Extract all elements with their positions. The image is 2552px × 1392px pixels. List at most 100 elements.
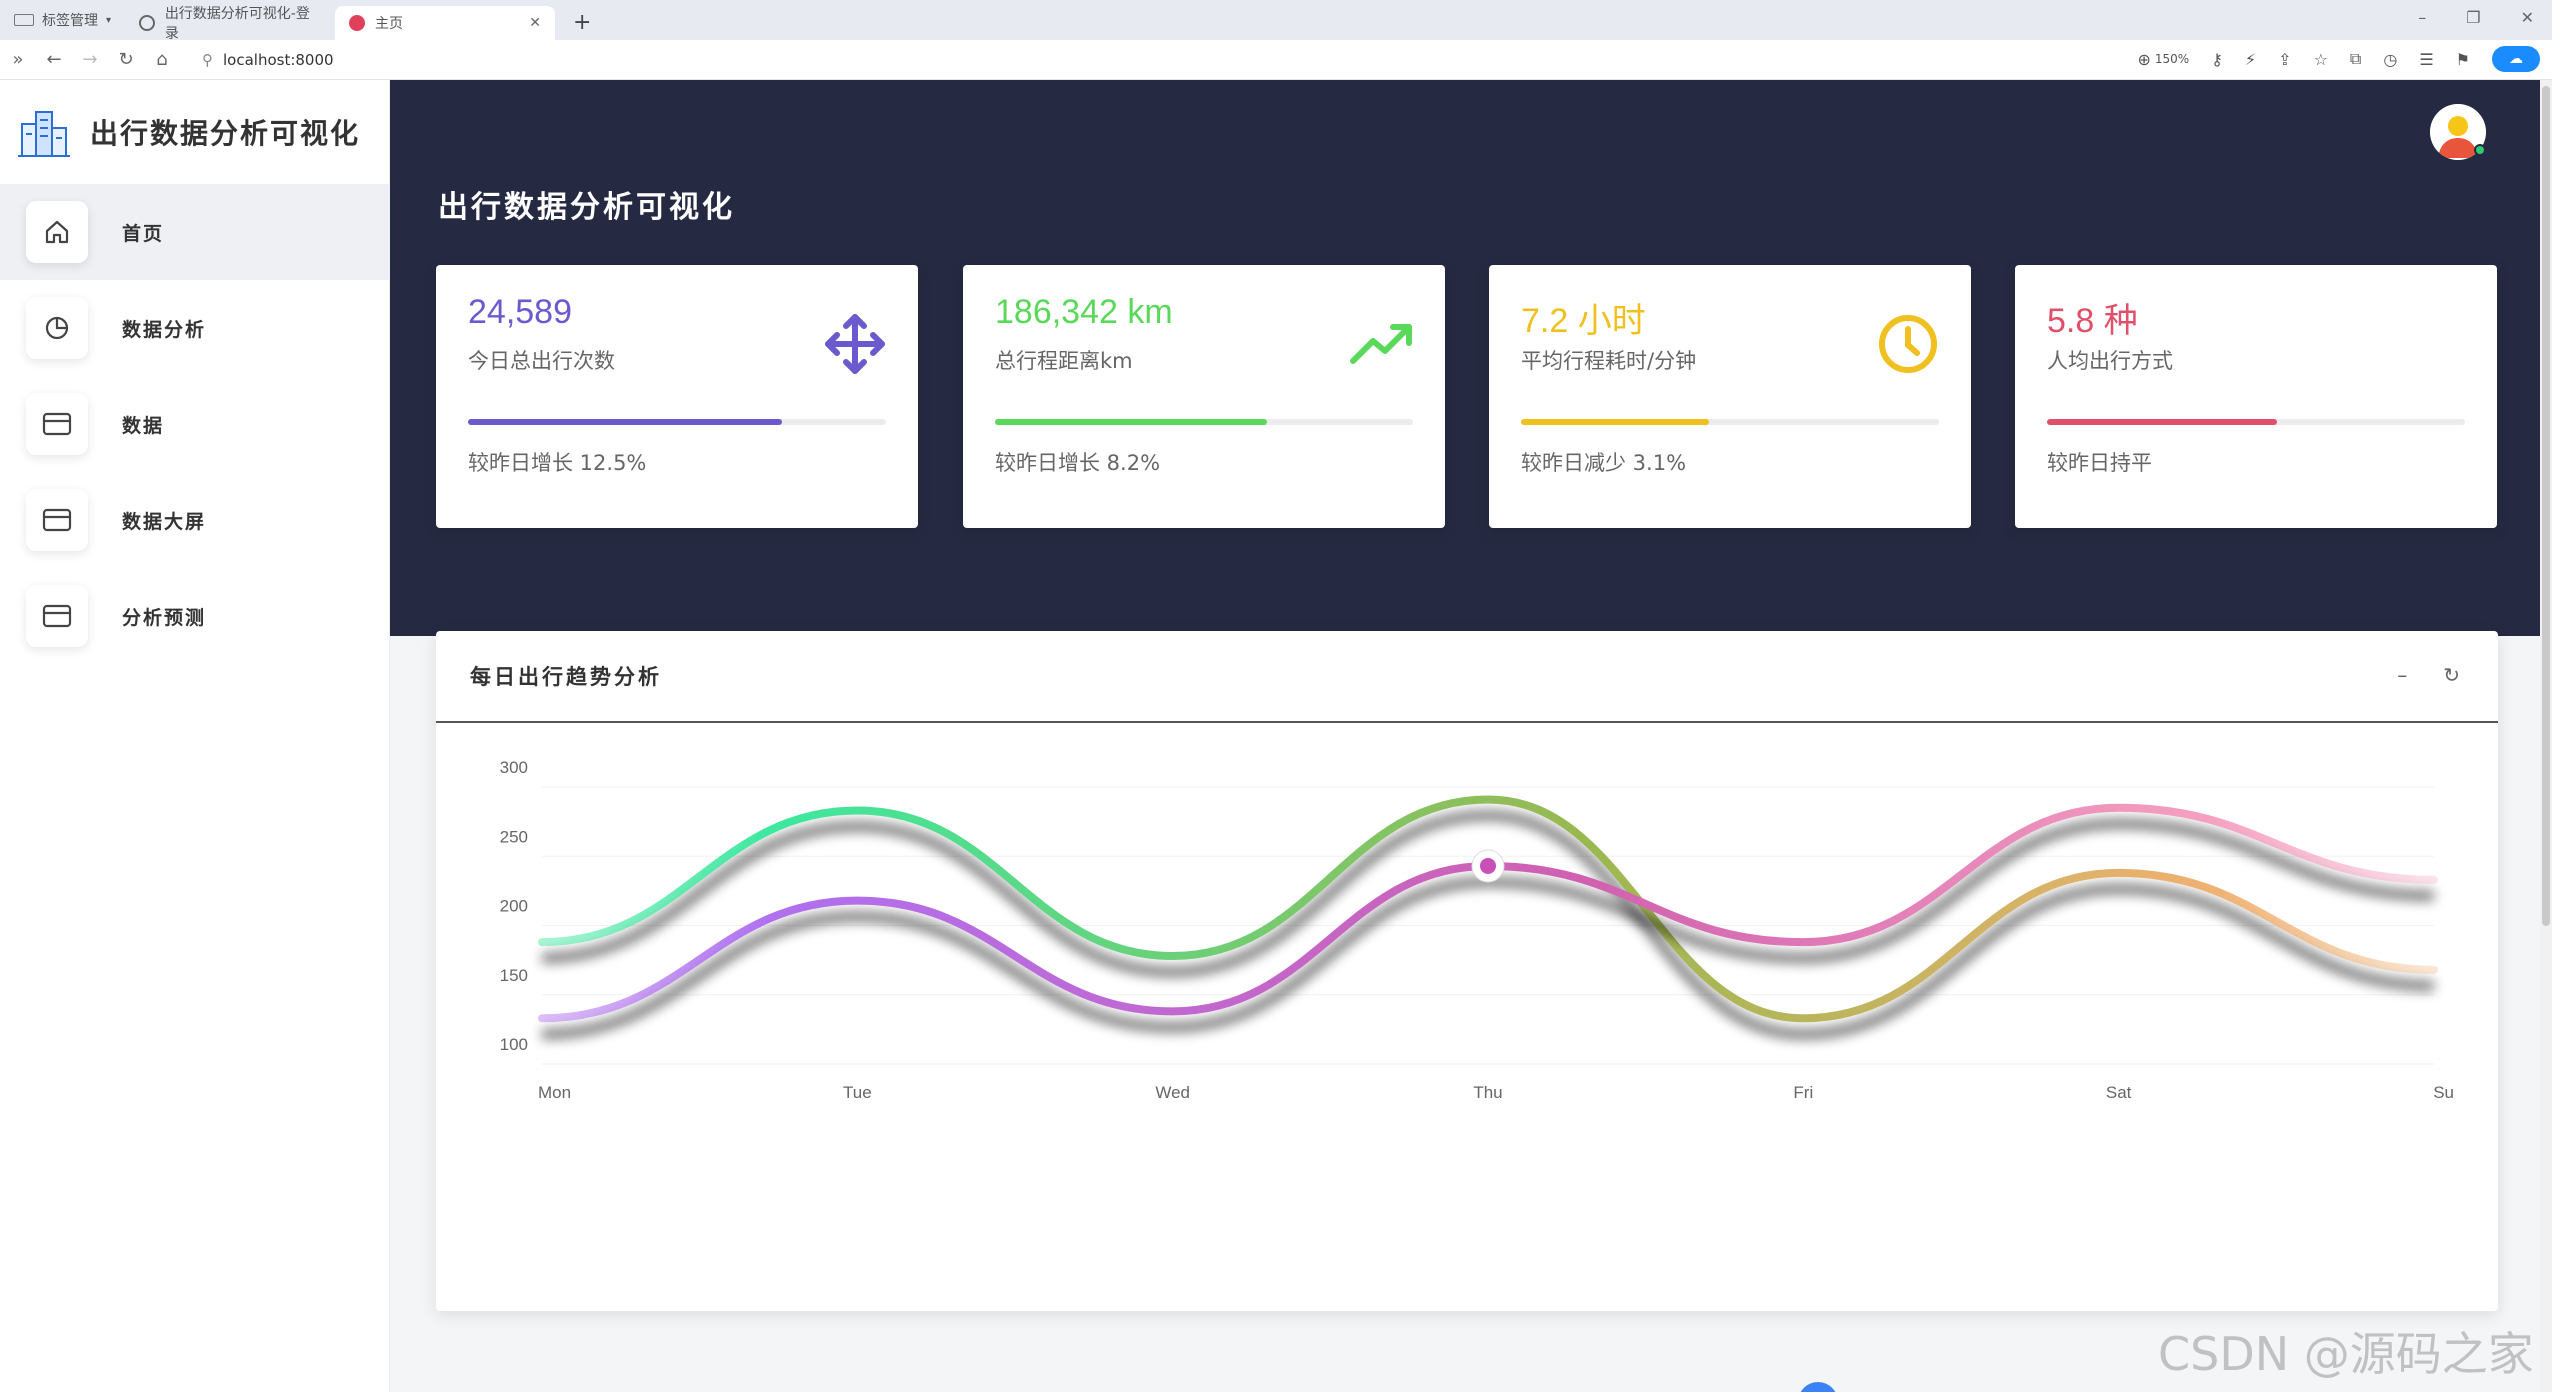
minimize-icon[interactable]: –	[2397, 663, 2408, 687]
lightning-icon[interactable]: ⚡	[2244, 49, 2257, 69]
menu-icon[interactable]: ☰	[2419, 49, 2434, 69]
address-bar: » ← → ↻ ⌂ ⚲ localhost:8000 ⊕ 150% ⚷ ⚡ ⇪ …	[0, 40, 2552, 80]
extensions-icon[interactable]: ⧉	[2349, 49, 2362, 68]
sidebar: 出行数据分析可视化 首页 数据分析 数据 数据大屏 分析预测	[0, 80, 390, 1392]
card-icon	[26, 489, 88, 551]
sidebar-item-label: 数据大屏	[122, 510, 207, 533]
x-tick-label: Wed	[1155, 1083, 1190, 1102]
y-tick-label: 150	[500, 966, 528, 985]
brand: 出行数据分析可视化	[0, 80, 389, 184]
globe-icon	[139, 15, 155, 31]
refresh-icon[interactable]: ↻	[2443, 663, 2460, 687]
brand-title: 出行数据分析可视化	[90, 117, 361, 150]
sidebar-item-home[interactable]: 首页	[0, 184, 389, 280]
page-scrollbar[interactable]	[2540, 80, 2552, 1392]
url-field[interactable]: ⚲ localhost:8000	[192, 45, 2072, 75]
series-line[interactable]	[538, 803, 2438, 1023]
move-arrows-icon	[825, 314, 885, 374]
tab-home[interactable]: 主页 ✕	[335, 6, 556, 40]
series-line[interactable]	[538, 795, 2438, 1023]
stat-label: 人均出行方式	[2047, 349, 2173, 373]
tab-login[interactable]: 出行数据分析可视化-登录	[125, 6, 335, 42]
search-icon: ⚲	[202, 50, 213, 69]
x-tick-label: Su	[2433, 1083, 2454, 1102]
stat-note: 较昨日持平	[2047, 451, 2152, 475]
stat-note: 较昨日增长 12.5%	[468, 451, 647, 475]
sidebar-item-data-analysis[interactable]: 数据分析	[0, 280, 389, 376]
card-icon	[26, 585, 88, 647]
page-title: 出行数据分析可视化	[438, 190, 735, 225]
stat-progress-fill	[1521, 419, 1710, 425]
x-tick-label: Tue	[843, 1083, 872, 1102]
star-icon[interactable]: ☆	[2313, 49, 2328, 69]
user-avatar-icon	[2430, 104, 2486, 160]
home-browser-icon[interactable]: ⌂	[156, 49, 168, 70]
home-icon	[26, 201, 88, 263]
key-icon[interactable]: ⚷	[2211, 49, 2223, 69]
sidebar-item-data[interactable]: 数据	[0, 376, 389, 472]
new-tab-button[interactable]: +	[573, 9, 592, 35]
city-buildings-icon	[18, 111, 70, 157]
stat-value: 24,589	[468, 293, 572, 331]
trend-chart-panel: 每日出行趋势分析 – ↻ 100 150 200 250 300 Mon Tue Wed Thu…	[436, 631, 2498, 1311]
url-text: localhost:8000	[223, 50, 334, 69]
history-icon[interactable]: ◷	[2383, 49, 2398, 69]
watermark: CSDN @源码之家	[2158, 1327, 2534, 1381]
stat-value: 5.8 种	[2047, 302, 2138, 340]
stat-card-distance: 186,342 km 总行程距离km 较昨日增长 8.2%	[963, 265, 1445, 528]
scrollbar-thumb[interactable]	[2542, 86, 2550, 926]
y-tick-label: 250	[500, 827, 528, 846]
y-tick-label: 100	[500, 1035, 528, 1054]
sidebar-item-label: 分析预测	[122, 606, 207, 629]
tab-group-button[interactable]: 标签管理 ▾	[0, 0, 125, 40]
stat-card-modes: 5.8 种 人均出行方式 较昨日持平	[2015, 265, 2497, 528]
stat-progress-fill	[2047, 419, 2277, 425]
sidebar-item-big-screen[interactable]: 数据大屏	[0, 472, 389, 568]
close-tab-icon[interactable]: ✕	[529, 15, 542, 31]
stat-value: 186,342 km	[995, 293, 1173, 331]
minimize-window-icon[interactable]: –	[2418, 8, 2427, 27]
stat-note: 较昨日减少 3.1%	[1521, 451, 1687, 475]
stat-label: 今日总出行次数	[468, 349, 615, 373]
stat-label: 平均行程耗时/分钟	[1521, 349, 1697, 373]
close-window-icon[interactable]: ✕	[2520, 8, 2534, 27]
tab-title: 主页	[375, 16, 404, 32]
tab-group-label: 标签管理	[42, 13, 98, 29]
x-tick-label: Fri	[1793, 1083, 1813, 1102]
share-icon[interactable]: ⇪	[2278, 49, 2292, 69]
online-status-dot	[2474, 144, 2486, 156]
trending-up-icon	[1350, 324, 1412, 364]
restore-window-icon[interactable]: ❐	[2466, 8, 2481, 27]
chevron-down-icon: ▾	[106, 14, 112, 26]
x-tick-label: Thu	[1473, 1083, 1502, 1102]
stat-label: 总行程距离km	[995, 349, 1133, 373]
clock-icon	[1879, 315, 1937, 373]
stat-progress-track	[995, 419, 1413, 425]
y-tick-label: 200	[500, 897, 528, 916]
sidebar-item-label: 数据分析	[122, 318, 207, 341]
zoom-indicator[interactable]: ⊕ 150%	[2137, 50, 2189, 69]
series-line-shadow	[541, 810, 2435, 1040]
browser-tab-bar: 标签管理 ▾ 出行数据分析可视化-登录 主页 ✕ + – ❐ ✕	[0, 0, 2552, 42]
notification-icon[interactable]: ⚑	[2455, 49, 2470, 69]
stat-card-duration: 7.2 小时 平均行程耗时/分钟 较昨日减少 3.1%	[1489, 265, 1971, 528]
stat-progress-track	[1521, 419, 1939, 425]
trend-line-chart[interactable]: 100 150 200 250 300 Mon Tue Wed Thu Fri Sat Su	[436, 725, 2498, 1305]
stat-progress-fill	[995, 419, 1267, 425]
floating-action-button[interactable]	[1798, 1382, 1838, 1392]
sidebar-item-forecast[interactable]: 分析预测	[0, 568, 389, 664]
stat-card-trips: 24,589 今日总出行次数 较昨日增长 12.5%	[436, 265, 918, 528]
x-tick-label: Sat	[2106, 1083, 2132, 1102]
highlight-point[interactable]	[1480, 857, 1496, 874]
app-favicon-icon	[349, 15, 366, 31]
card-icon	[26, 393, 88, 455]
sidebar-toggle-icon[interactable]: »	[12, 49, 24, 70]
cloud-sync-button[interactable]: ☁	[2492, 46, 2540, 72]
zoom-icon: ⊕	[2137, 49, 2151, 69]
panel-header: 每日出行趋势分析 – ↻	[436, 631, 2498, 723]
reload-icon[interactable]: ↻	[118, 49, 134, 70]
back-icon[interactable]: ←	[46, 49, 62, 70]
stat-value: 7.2 小时	[1521, 302, 1646, 340]
forward-icon[interactable]: →	[82, 49, 98, 70]
zoom-level: 150%	[2154, 52, 2190, 66]
